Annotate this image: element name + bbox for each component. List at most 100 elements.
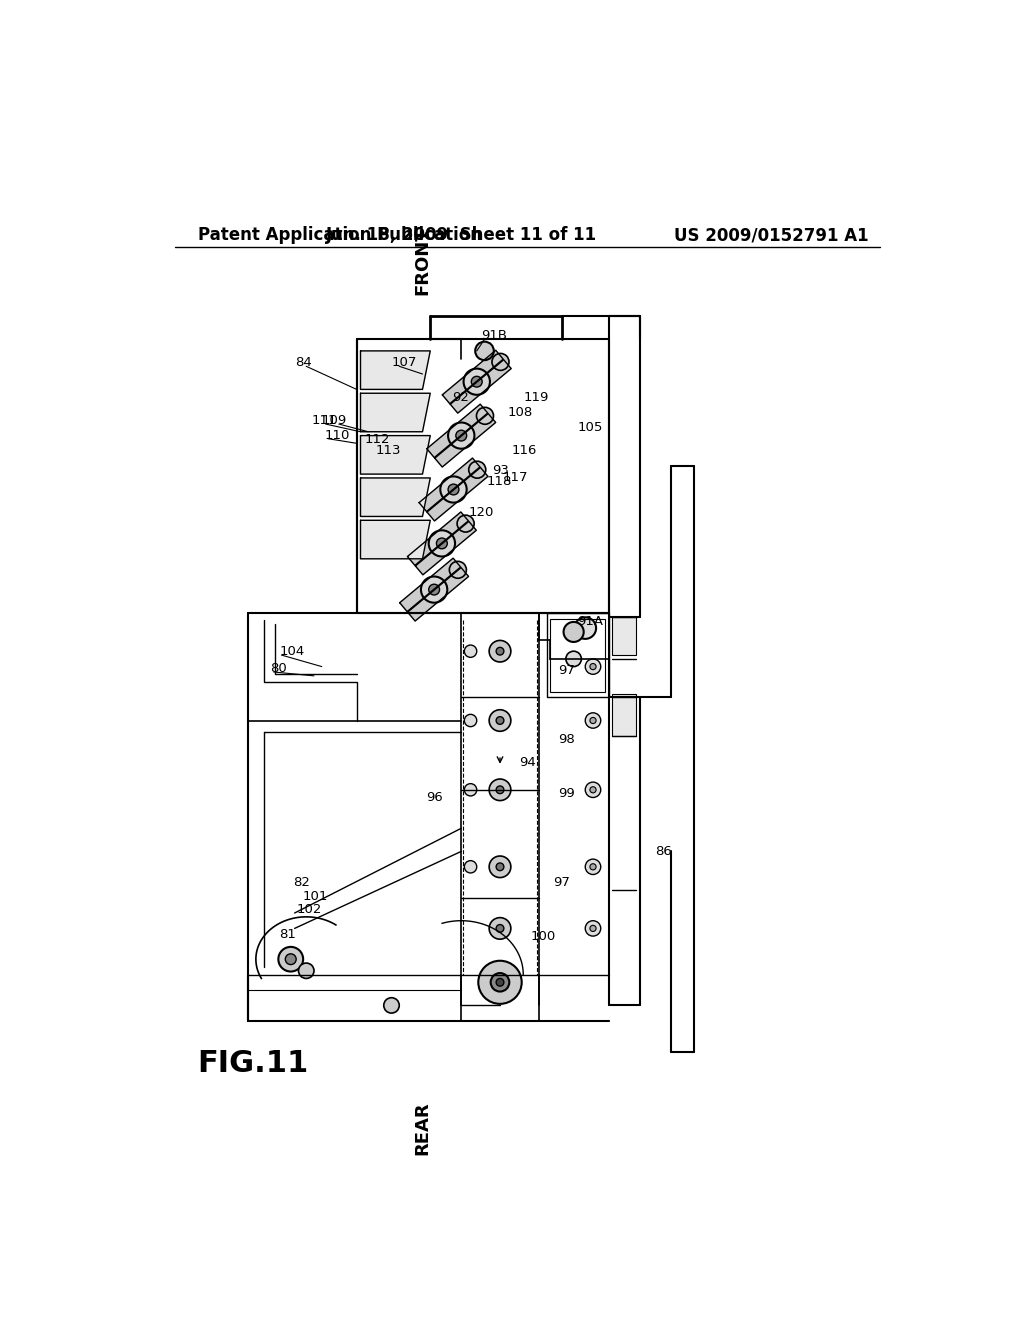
- Polygon shape: [408, 568, 469, 620]
- Polygon shape: [408, 512, 468, 565]
- Circle shape: [457, 515, 474, 532]
- Text: 100: 100: [530, 929, 555, 942]
- Polygon shape: [416, 521, 476, 574]
- Text: 97: 97: [558, 664, 575, 677]
- Circle shape: [489, 857, 511, 878]
- Circle shape: [496, 717, 504, 725]
- Polygon shape: [399, 558, 461, 611]
- Circle shape: [299, 964, 314, 978]
- Text: 105: 105: [578, 421, 603, 434]
- Text: 107: 107: [391, 356, 417, 370]
- Text: 99: 99: [558, 787, 574, 800]
- Circle shape: [436, 539, 447, 549]
- Text: 116: 116: [512, 445, 537, 458]
- Text: 102: 102: [297, 903, 323, 916]
- Polygon shape: [360, 351, 430, 389]
- Text: Patent Application Publication: Patent Application Publication: [198, 227, 481, 244]
- Polygon shape: [360, 393, 430, 432]
- Circle shape: [464, 645, 477, 657]
- Text: 109: 109: [322, 413, 347, 426]
- Text: 81: 81: [280, 928, 296, 941]
- Circle shape: [456, 430, 467, 441]
- Text: 97: 97: [553, 875, 569, 888]
- Polygon shape: [360, 478, 430, 516]
- Circle shape: [464, 784, 477, 796]
- Text: FRONT: FRONT: [414, 227, 431, 296]
- Circle shape: [421, 577, 447, 603]
- Text: 93: 93: [493, 463, 509, 477]
- Circle shape: [566, 651, 582, 667]
- Circle shape: [590, 925, 596, 932]
- Polygon shape: [360, 520, 430, 558]
- Circle shape: [478, 961, 521, 1005]
- Text: 104: 104: [280, 644, 304, 657]
- Circle shape: [449, 422, 474, 449]
- Text: 101: 101: [302, 890, 328, 903]
- Polygon shape: [451, 360, 511, 413]
- Circle shape: [496, 863, 504, 871]
- Polygon shape: [435, 413, 496, 467]
- Circle shape: [449, 484, 459, 495]
- Circle shape: [496, 924, 504, 932]
- Bar: [612, 616, 636, 655]
- Circle shape: [279, 946, 303, 972]
- Circle shape: [489, 972, 511, 993]
- Circle shape: [496, 647, 504, 655]
- Text: 80: 80: [270, 663, 287, 676]
- Text: 108: 108: [508, 407, 534, 418]
- Circle shape: [489, 710, 511, 731]
- Circle shape: [586, 921, 601, 936]
- Text: 113: 113: [376, 445, 401, 458]
- Circle shape: [429, 531, 455, 557]
- Circle shape: [286, 954, 296, 965]
- Polygon shape: [360, 436, 430, 474]
- Circle shape: [464, 714, 477, 726]
- Text: 120: 120: [469, 506, 495, 519]
- Circle shape: [464, 368, 489, 395]
- Circle shape: [384, 998, 399, 1014]
- Polygon shape: [427, 467, 488, 521]
- Circle shape: [475, 342, 494, 360]
- Circle shape: [496, 978, 504, 986]
- Bar: [612, 693, 636, 737]
- Bar: [547, 612, 608, 697]
- Polygon shape: [427, 404, 487, 458]
- Text: 82: 82: [293, 875, 310, 888]
- Text: 110: 110: [324, 429, 349, 442]
- Text: REAR: REAR: [414, 1102, 431, 1155]
- Circle shape: [489, 779, 511, 800]
- Text: 118: 118: [487, 475, 512, 488]
- Text: 86: 86: [655, 845, 672, 858]
- Circle shape: [563, 622, 584, 642]
- Circle shape: [464, 861, 477, 873]
- Polygon shape: [442, 350, 503, 404]
- Circle shape: [586, 859, 601, 875]
- Text: 91A: 91A: [578, 615, 603, 628]
- Text: 96: 96: [426, 791, 443, 804]
- Circle shape: [586, 781, 601, 797]
- Circle shape: [574, 618, 596, 639]
- Circle shape: [492, 354, 509, 371]
- Circle shape: [590, 718, 596, 723]
- Circle shape: [429, 585, 439, 595]
- Circle shape: [590, 787, 596, 793]
- Circle shape: [590, 664, 596, 669]
- Circle shape: [586, 713, 601, 729]
- Text: 98: 98: [558, 733, 574, 746]
- Text: FIG.11: FIG.11: [198, 1048, 309, 1077]
- Circle shape: [476, 408, 494, 424]
- Text: 112: 112: [365, 433, 390, 446]
- Text: 119: 119: [523, 391, 549, 404]
- Circle shape: [496, 978, 504, 986]
- Text: 117: 117: [503, 471, 527, 484]
- Circle shape: [489, 640, 511, 663]
- Text: US 2009/0152791 A1: US 2009/0152791 A1: [674, 227, 868, 244]
- Text: Jun. 18, 2009  Sheet 11 of 11: Jun. 18, 2009 Sheet 11 of 11: [326, 227, 597, 244]
- Text: 84: 84: [295, 356, 311, 370]
- Circle shape: [440, 477, 467, 503]
- Circle shape: [496, 785, 504, 793]
- Circle shape: [471, 376, 482, 387]
- Bar: [550, 619, 604, 692]
- Circle shape: [489, 917, 511, 940]
- Circle shape: [469, 461, 485, 478]
